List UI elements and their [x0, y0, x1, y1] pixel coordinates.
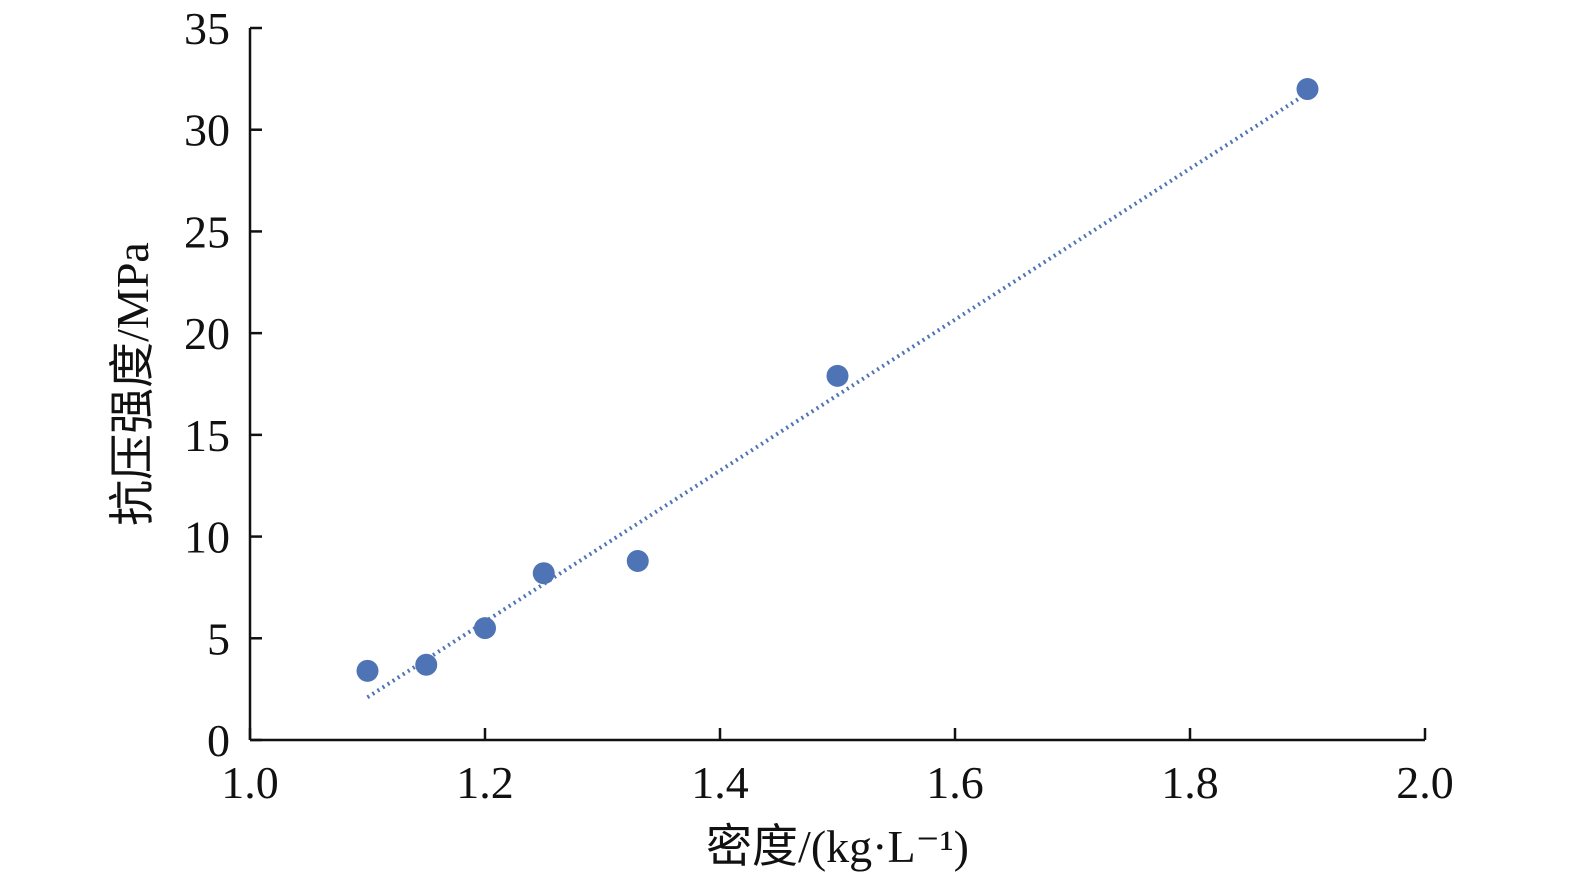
- y-tick-label: 20: [184, 308, 230, 359]
- x-tick-label: 2.0: [1396, 757, 1454, 808]
- y-tick-label: 5: [207, 613, 230, 664]
- x-tick-label: 1.2: [456, 757, 514, 808]
- data-point: [626, 549, 649, 572]
- x-tick-label: 1.6: [926, 757, 984, 808]
- x-axis-title: 密度/(kg·L⁻¹): [706, 821, 969, 872]
- tick-labels: 1.0 1.2 1.4 1.6 1.8 2.0 0 5 10 15 20 25 30 35: [184, 3, 1454, 808]
- x-tick-label: 1.0: [221, 757, 279, 808]
- y-tick-label: 30: [184, 105, 230, 156]
- tick-marks: [248, 26, 1427, 742]
- y-axis-title: 抗压强度/MPa: [107, 242, 158, 526]
- x-tick-label: 1.8: [1161, 757, 1219, 808]
- axes: [248, 28, 1425, 742]
- x-tick-label: 1.4: [691, 757, 749, 808]
- y-tick-label: 25: [184, 206, 230, 257]
- trendline: [366, 91, 1309, 699]
- y-tick-label: 0: [207, 715, 230, 766]
- data-points: [356, 78, 1319, 682]
- data-point: [1296, 78, 1319, 101]
- y-tick-label: 10: [184, 512, 230, 563]
- data-point: [474, 617, 496, 640]
- data-point: [826, 364, 849, 387]
- data-point: [356, 659, 379, 682]
- data-point: [415, 653, 438, 676]
- trendline-layer: [366, 91, 1309, 699]
- y-tick-label: 15: [184, 410, 230, 461]
- data-point: [532, 562, 555, 585]
- y-tick-label: 35: [184, 3, 230, 54]
